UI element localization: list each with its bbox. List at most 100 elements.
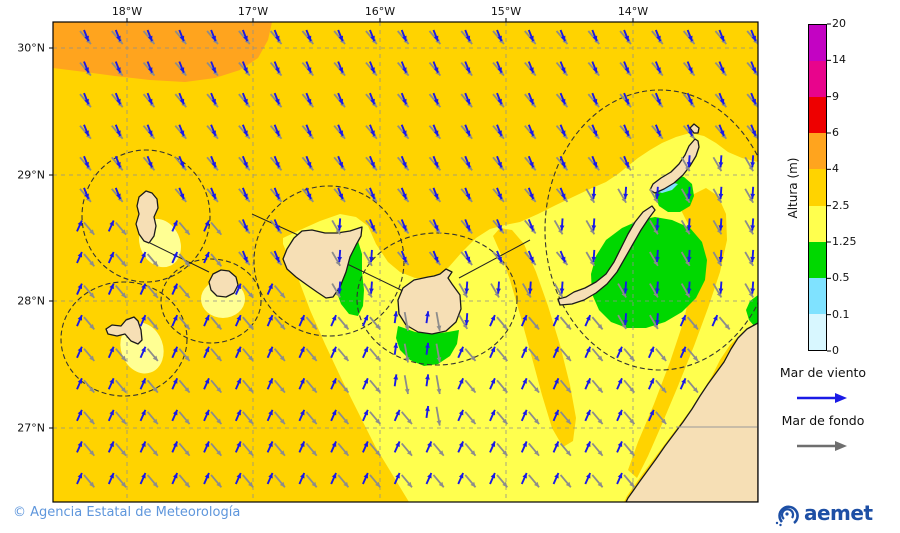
zone-connector [149, 242, 210, 273]
arrow-head [212, 164, 219, 171]
arrow-head [149, 101, 155, 108]
arrow-head [248, 387, 254, 393]
arrow-head [713, 315, 718, 321]
arrow-head [331, 473, 337, 479]
arrow-head [172, 378, 178, 384]
region-gold-tongue [493, 228, 576, 447]
arrow-head [121, 355, 127, 361]
arrow-head [592, 98, 598, 105]
arrow-head [152, 355, 158, 361]
arrow-head [84, 98, 89, 105]
arrow-head [147, 161, 153, 168]
colorbar-level: 0.1 [832, 308, 850, 321]
arrow-head [172, 252, 178, 258]
arrow-head [179, 193, 185, 199]
arrow-head [268, 283, 273, 290]
arrow-head [433, 130, 439, 136]
arrow-head [654, 256, 660, 262]
arrow-head [498, 196, 504, 202]
colorbar-title: Altura (m) [786, 157, 800, 219]
arrow-head [211, 67, 216, 73]
arrow-head [529, 256, 534, 263]
arrow-head [586, 378, 591, 384]
arrow-head [363, 473, 368, 479]
arrow-head [181, 164, 187, 171]
arrow-head [147, 98, 153, 105]
arrow-head [688, 67, 693, 73]
arrow-head [184, 324, 190, 330]
arrow-head [343, 324, 349, 330]
arrow-head [116, 130, 121, 136]
arrow-head [597, 387, 603, 393]
arrow-head [751, 130, 757, 136]
zone-boundary [81, 149, 211, 283]
arrow-head [275, 67, 280, 73]
island-la-gomera [208, 269, 239, 298]
arrow-head [497, 98, 502, 105]
arrow-head [243, 161, 248, 168]
arrow-head [244, 196, 250, 202]
arrow-head [689, 38, 695, 45]
colorbar-segment [809, 169, 826, 206]
arrow-head [404, 388, 410, 394]
arrow-head [244, 38, 250, 45]
arrow-head [116, 161, 121, 168]
arrow-head [216, 418, 222, 425]
arrow-head [498, 38, 504, 45]
island-tenerife [282, 226, 363, 299]
arrow-head [425, 311, 430, 317]
arrow-head [562, 70, 568, 76]
arrow-head [490, 315, 496, 321]
arrow-head [117, 70, 123, 76]
wave-height-colorbar [808, 24, 827, 351]
arrow-head [340, 133, 346, 139]
zone-connector [340, 260, 404, 292]
arrow-head [236, 409, 241, 416]
arrow-head [152, 324, 158, 330]
arrow-head [586, 315, 591, 321]
arrow-head [565, 387, 571, 393]
zone-connector [458, 239, 531, 279]
arrow-head [502, 355, 508, 361]
arrow-head [149, 164, 155, 171]
arrow-head [592, 67, 598, 73]
arrow-head [688, 98, 693, 105]
arrow-head [562, 101, 568, 108]
arrow-head [490, 346, 496, 353]
arrow-head [179, 98, 185, 105]
arrow-head [268, 378, 273, 384]
arrow-head [406, 418, 412, 425]
island-el-hierro [105, 316, 143, 345]
arrow-head [750, 162, 756, 168]
arrow-head [623, 319, 628, 326]
arrow-head [84, 67, 89, 73]
arrow-head [371, 164, 377, 171]
arrow-head [497, 161, 502, 168]
arrow-head [750, 288, 756, 294]
arrow-head [371, 38, 377, 45]
arrow-head [109, 346, 114, 353]
arrow-head [141, 473, 146, 479]
arrow-head [686, 225, 692, 231]
arrow-head [275, 35, 280, 42]
arrow-head [204, 409, 210, 416]
island-lanzarote [649, 138, 700, 194]
arrow-head [530, 164, 536, 171]
colorbar-level: 0 [832, 344, 839, 357]
arrow-head [275, 130, 280, 136]
arrow-head [565, 418, 571, 425]
zone-boundary [60, 281, 188, 397]
arrow-head [534, 481, 540, 488]
arrow-head [623, 193, 628, 199]
arrow-head [597, 481, 603, 488]
arrow-head [116, 67, 121, 73]
arrow-head [497, 225, 502, 231]
arrow-head [369, 288, 374, 294]
arrow-head [141, 346, 146, 353]
swell-arrow-icon [797, 441, 847, 451]
arrow-head [204, 220, 210, 226]
arrow-head [751, 35, 757, 42]
arrow-head [718, 193, 724, 199]
arrow-head [89, 450, 95, 456]
arrow-head [275, 98, 280, 105]
